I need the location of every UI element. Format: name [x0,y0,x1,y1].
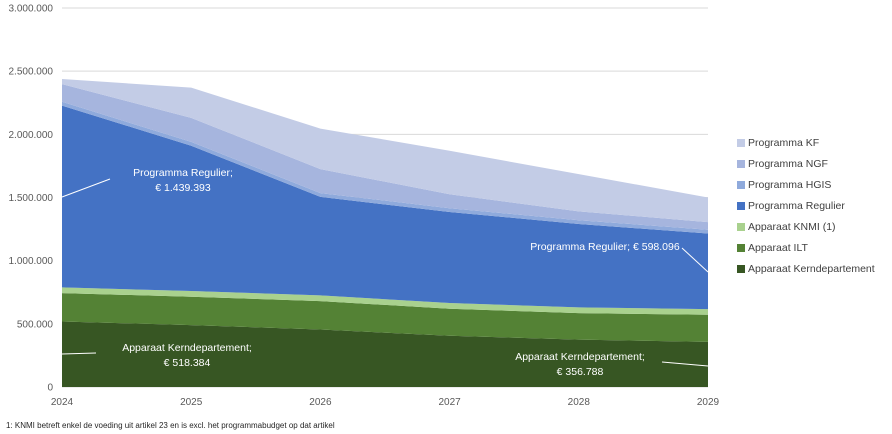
data-label: € 356.788 [557,366,604,378]
area-apparaat-kerndepartement [62,321,708,387]
data-label-leader [661,361,709,367]
y-tick-label: 2.000.000 [9,130,54,141]
legend-item: Programma NGF [737,154,875,175]
legend-label: Apparaat ILT [748,241,808,254]
y-tick-label: 0 [47,383,53,394]
legend-swatch [737,223,745,231]
legend-item: Apparaat ILT [737,237,875,258]
legend-item: Apparaat Kerndepartement [737,258,875,279]
legend-label: Apparaat Kerndepartement [748,262,875,275]
legend-swatch [737,160,745,169]
legend-swatch [737,243,745,252]
data-label: € 1.439.393 [155,182,211,194]
data-label: Programma Regulier; [133,167,233,179]
legend-label: Programma KF [748,137,820,150]
x-tick-label: 2026 [309,397,332,408]
y-tick-label: 500.000 [17,319,54,330]
legend-label: Programma NGF [748,158,828,171]
legend-swatch [737,139,745,148]
chart-legend: Programma KF Programma NGF Programma HGIS P… [737,133,875,279]
x-tick-label: 2029 [697,397,720,408]
x-tick-label: 2025 [180,397,203,408]
x-tick-label: 2024 [51,397,74,408]
data-label: € 518.384 [164,357,211,369]
legend-item: Programma KF [737,133,875,154]
data-label: Programma Regulier; € 598.096 [530,241,680,253]
legend-swatch [737,264,745,273]
data-label-leader [61,178,111,198]
data-label: Apparaat Kerndepartement; [515,351,645,363]
legend-item: Programma Regulier [737,196,875,217]
legend-swatch [737,202,745,211]
y-tick-label: 2.500.000 [9,67,54,78]
data-label: Apparaat Kerndepartement; [122,342,252,354]
area-programma-regulier [62,105,708,310]
legend-swatch [737,181,745,190]
legend-item: Apparaat KNMI (1) [737,217,875,238]
area-apparaat-knmi-1 [62,287,708,315]
y-tick-label: 1.500.000 [9,193,54,204]
area-programma-ngf [62,84,708,230]
y-tick-label: 1.000.000 [9,256,54,267]
y-tick-label: 3.000.000 [9,4,54,15]
legend-label: Programma HGIS [748,179,832,192]
legend-label: Programma Regulier [748,200,845,213]
area-programma-kf [62,79,708,223]
x-tick-label: 2028 [568,397,591,408]
area-apparaat-ilt [62,293,708,342]
legend-item: Programma HGIS [737,175,875,196]
footnote: 1: KNMI betreft enkel de voeding uit art… [6,421,335,430]
x-tick-label: 2027 [438,397,461,408]
data-label-leader [61,352,97,355]
legend-label: Apparaat KNMI (1) [748,221,836,233]
data-label-leader [681,247,709,273]
